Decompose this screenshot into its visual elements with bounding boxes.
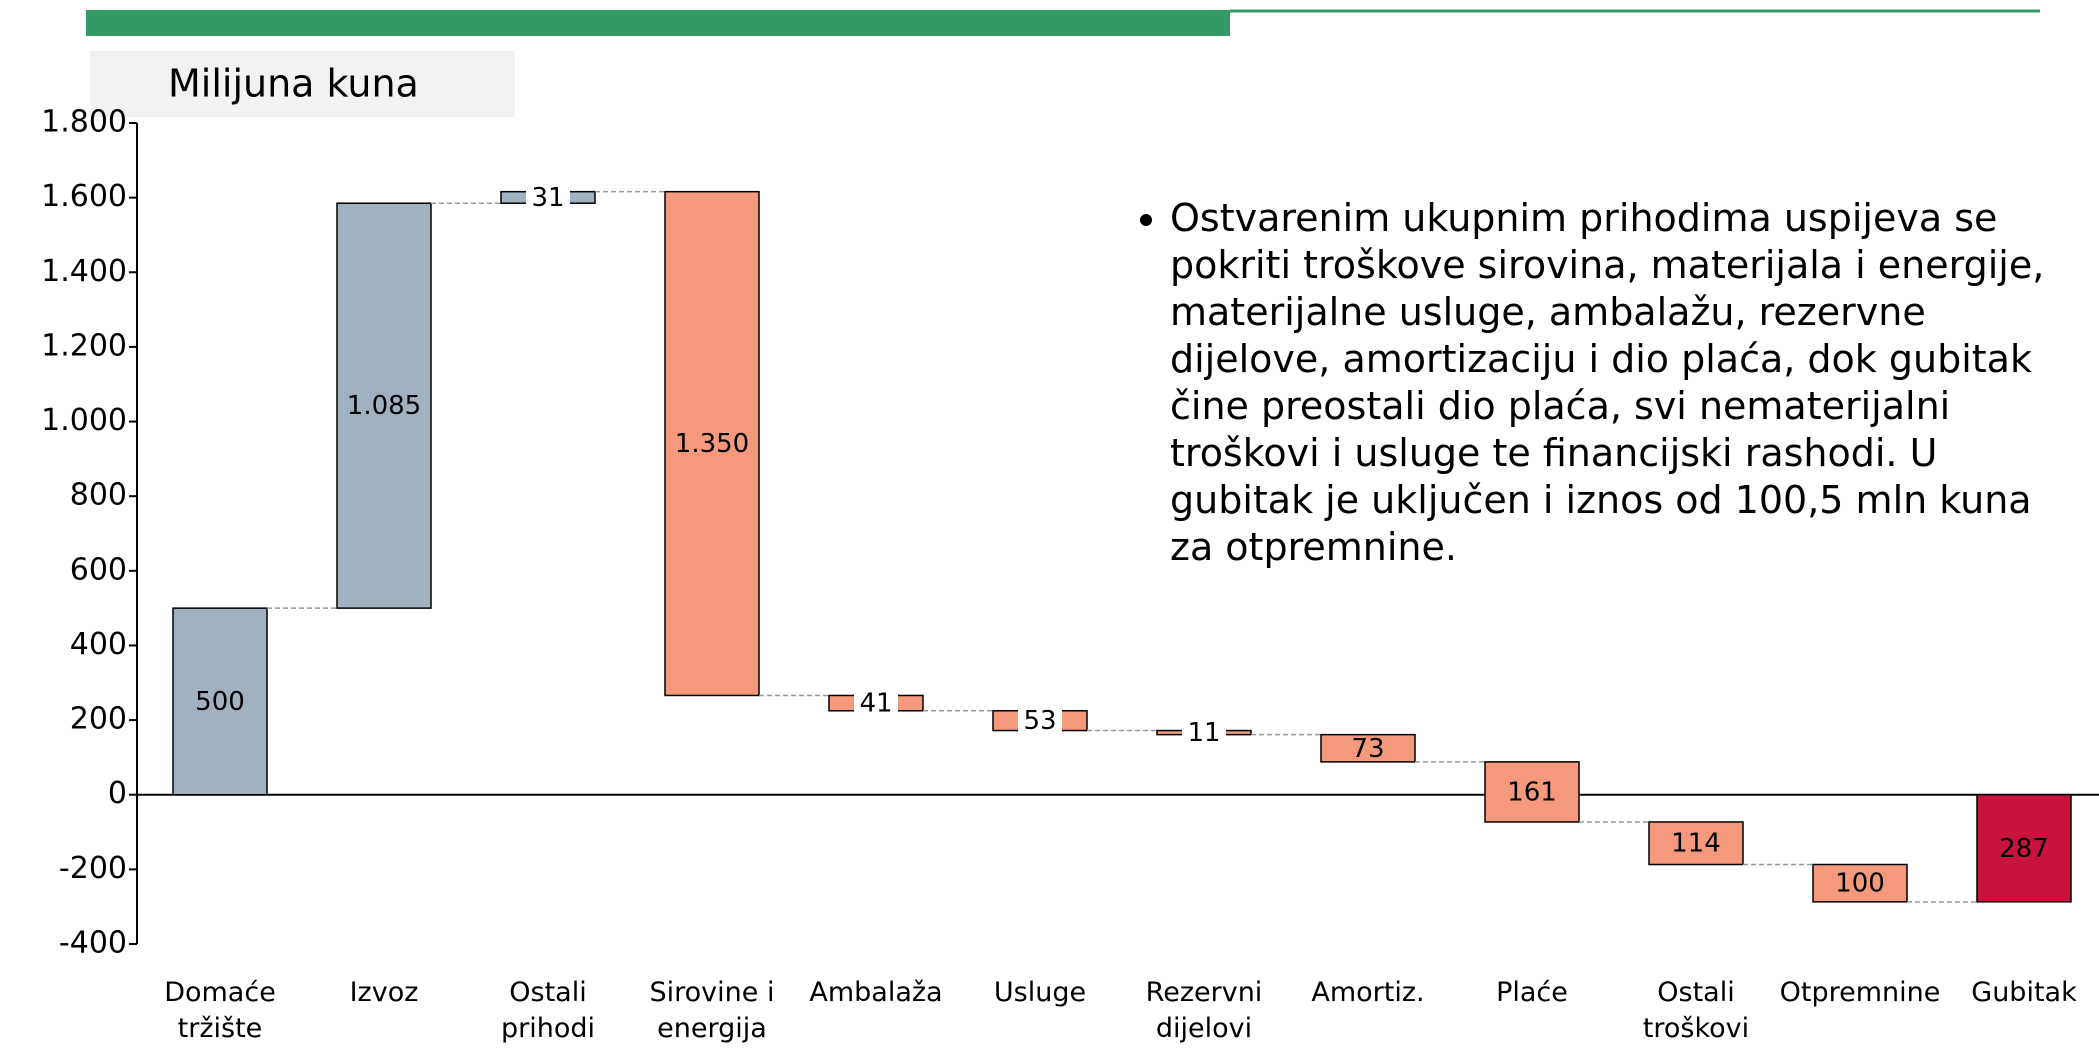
data-label: 11 (1187, 718, 1220, 748)
y-tick-label: 1.400 (41, 254, 127, 289)
x-tick-label: Ambalaža (809, 977, 942, 1008)
x-tick-label: Sirovine i energija (650, 977, 775, 1044)
data-label: 161 (1507, 777, 1557, 807)
x-tick-label: Ostali prihodi (501, 977, 595, 1044)
y-tick-label: -400 (59, 926, 127, 961)
y-tick-label: -200 (59, 851, 127, 886)
data-label: 1.085 (347, 391, 421, 421)
annotation-text: Ostvarenim ukupnim prihodima uspijeva se… (1170, 195, 2065, 571)
x-tick-label: Gubitak (1971, 977, 2077, 1008)
y-tick-label: 400 (70, 627, 127, 662)
data-label: 73 (1351, 734, 1384, 764)
label-bg (1182, 718, 1226, 747)
x-tick-label: Usluge (994, 977, 1086, 1008)
data-label: 100 (1835, 869, 1885, 899)
label-bg (854, 689, 898, 718)
x-tick-label: Amortiz. (1311, 977, 1424, 1008)
data-label: 114 (1671, 829, 1721, 859)
bar (1648, 821, 1744, 866)
x-tick-label: Plaće (1496, 977, 1568, 1008)
y-tick-label: 800 (70, 478, 127, 513)
x-tick-label: Izvoz (350, 977, 419, 1008)
y-tick-label: 1.200 (41, 328, 127, 363)
bar (1320, 733, 1416, 763)
data-label: 41 (859, 689, 892, 719)
x-tick-label: Otpremnine (1780, 977, 1941, 1008)
data-label: 53 (1023, 706, 1056, 736)
y-tick-label: 1.000 (41, 403, 127, 438)
annotation: Ostvarenim ukupnim prihodima uspijeva se… (1105, 195, 2065, 571)
y-tick-label: 0 (108, 776, 127, 811)
bar (1812, 863, 1908, 903)
bar (172, 607, 268, 796)
label-bg (526, 183, 570, 212)
data-label: 287 (1999, 834, 2049, 864)
x-tick-label: Rezervni dijelovi (1146, 977, 1263, 1044)
chart-title: Milijuna kuna (168, 62, 419, 106)
data-label: 500 (195, 687, 245, 717)
data-label: 31 (531, 183, 564, 213)
bar (1976, 793, 2072, 903)
header-bar (86, 10, 1230, 36)
y-tick-label: 1.800 (41, 105, 127, 140)
title-box (90, 51, 515, 117)
bar (1484, 761, 1580, 823)
data-label: 1.350 (675, 429, 749, 459)
y-tick-label: 200 (70, 702, 127, 737)
y-tick-label: 1.600 (41, 179, 127, 214)
x-tick-label: Domaće tržište (164, 977, 276, 1044)
y-tick-label: 600 (70, 552, 127, 587)
bar (336, 202, 432, 609)
label-bg (1018, 706, 1062, 735)
x-tick-label: Ostali troškovi (1643, 977, 1749, 1044)
bar (664, 190, 760, 697)
